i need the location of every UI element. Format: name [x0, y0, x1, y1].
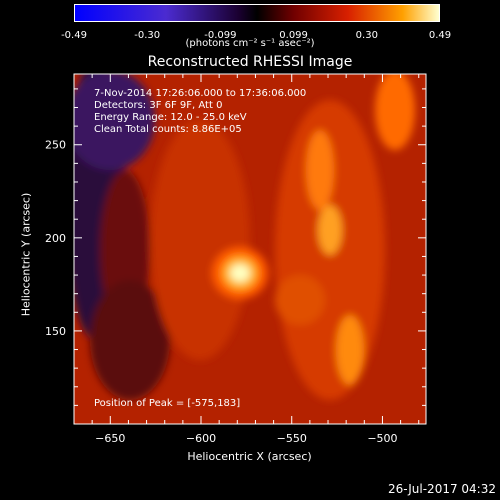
- colorbar: [74, 4, 440, 22]
- y-tick-label: 250: [45, 139, 66, 152]
- y-tick-label: 200: [45, 232, 66, 245]
- x-tick-label: −600: [186, 432, 216, 445]
- colorbar-tick-label: -0.099: [204, 30, 237, 41]
- peak-position: Position of Peak = [-575,183]: [94, 398, 241, 409]
- footer-date: 26-Jul-2017 04:32: [387, 482, 496, 496]
- heatmap-image: [74, 74, 426, 424]
- colorbar-tick-label: -0.49: [61, 30, 87, 41]
- colorbar-units: (photons cm⁻² s⁻¹ asec⁻²): [185, 38, 315, 49]
- y-axis-label: Heliocentric Y (arcsec): [19, 192, 33, 317]
- axis-ticks: −650 −600 −550 −500 150 200 250: [45, 74, 426, 445]
- y-tick-label: 150: [45, 325, 66, 338]
- x-tick-label: −550: [277, 432, 307, 445]
- colorbar-tick-label: 0.099: [279, 30, 308, 41]
- colorbar-tick-label: 0.30: [355, 30, 378, 41]
- colorbar-tick-label: 0.49: [428, 30, 452, 41]
- colorbar-gradient: [75, 5, 439, 21]
- colorbar-tick-label: -0.30: [134, 30, 161, 41]
- x-tick-label: −500: [367, 432, 397, 445]
- x-axis-label: Heliocentric X (arcsec): [187, 450, 312, 463]
- annotation-detectors: Detectors: 3F 6F 9F, Att 0: [94, 100, 223, 111]
- annotation-time: 7-Nov-2014 17:26:06.000 to 17:36:06.000: [94, 88, 307, 99]
- chart-title: Reconstructed RHESSI Image: [147, 54, 353, 70]
- annotation-energy: Energy Range: 12.0 - 25.0 keV: [94, 112, 247, 123]
- annotation-clean: Clean Total counts: 8.86E+05: [94, 124, 242, 135]
- plot-frame: [73, 73, 427, 425]
- x-tick-label: −650: [95, 432, 125, 445]
